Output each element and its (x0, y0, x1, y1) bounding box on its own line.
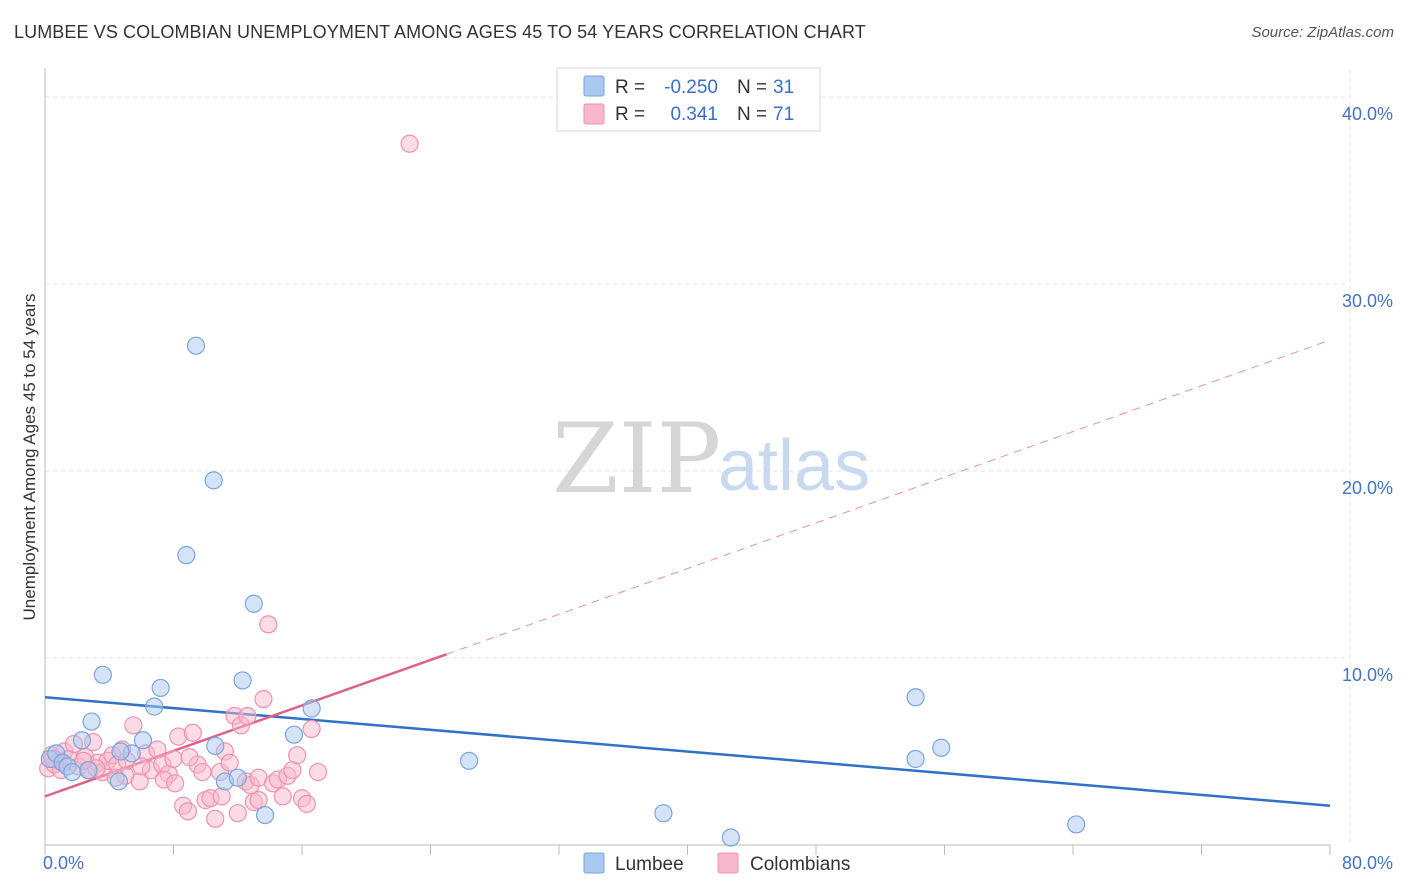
point-lumbee-21 (233, 671, 252, 690)
point-colombians-26 (164, 749, 183, 769)
point-lumbee-8 (93, 665, 112, 684)
legend-lumbee-n-label: N = (737, 77, 767, 98)
point-lumbee-32 (1067, 815, 1086, 834)
y-tick-label-3: 40.0% (1342, 104, 1393, 124)
point-colombians-30 (183, 723, 202, 742)
point-colombians-38 (220, 753, 239, 772)
point-colombians-67 (180, 748, 199, 767)
point-lumbee-29 (906, 688, 925, 707)
point-lumbee-23 (255, 805, 275, 825)
x-tick-label-1: 80.0% (1342, 853, 1393, 873)
point-colombians-40 (228, 804, 247, 823)
point-lumbee-22 (244, 594, 263, 613)
point-lumbee-24 (284, 725, 304, 744)
point-lumbee-10 (111, 742, 130, 761)
point-lumbee-20 (228, 768, 247, 787)
y-tick-label-2: 30.0% (1342, 291, 1393, 311)
legend-lumbee-r-value: -0.250 (664, 77, 718, 98)
point-lumbee-15 (177, 546, 196, 565)
legend-lumbee-swatch (583, 75, 605, 97)
legend-lumbee-n-value: 31 (773, 77, 794, 98)
point-colombians-55 (297, 794, 316, 813)
point-lumbee-12 (133, 731, 153, 750)
chart-title: LUMBEE VS COLOMBIAN UNEMPLOYMENT AMONG A… (14, 22, 866, 42)
watermark-atlas: atlas (718, 426, 870, 506)
watermark-zip: ZIP (552, 403, 721, 515)
point-lumbee-31 (932, 738, 951, 757)
point-lumbee-28 (721, 828, 740, 847)
legend-colombians-r-label: R = (615, 104, 645, 125)
point-colombians-57 (308, 762, 328, 782)
point-colombians-66 (238, 706, 257, 726)
point-colombians-19 (124, 716, 143, 735)
point-lumbee-25 (302, 699, 321, 718)
series-lumbee (40, 336, 1086, 847)
point-lumbee-16 (186, 336, 206, 355)
bottom-legend-colombians-swatch (717, 852, 739, 874)
legend-colombians-n-value: 71 (773, 104, 794, 125)
bottom-legend-lumbee-swatch (583, 852, 605, 874)
point-lumbee-26 (459, 751, 479, 770)
bottom-legend-colombians-label: Colombians (750, 854, 850, 875)
bottom-legend-lumbee-label: Lumbee (615, 854, 684, 875)
point-colombians-29 (178, 802, 198, 821)
point-colombians-46 (254, 690, 273, 709)
point-lumbee-4 (63, 762, 82, 782)
point-lumbee-6 (79, 761, 98, 780)
point-lumbee-17 (204, 471, 223, 490)
series-legend: Lumbee Colombians (583, 852, 850, 875)
point-lumbee-30 (906, 749, 925, 769)
point-lumbee-5 (72, 731, 92, 750)
trend-line-colombians-extension (446, 339, 1331, 655)
point-lumbee-27 (654, 804, 673, 823)
legend-lumbee-r-label: R = (615, 77, 645, 98)
trend-line-lumbee (44, 696, 1331, 807)
grid-lines (45, 70, 1351, 845)
point-colombians-47 (259, 615, 278, 634)
watermark: ZIP atlas (552, 403, 870, 515)
series-colombians (39, 134, 419, 828)
legend-colombians-n-label: N = (737, 104, 767, 125)
legend-colombians-r-value: 0.341 (670, 104, 718, 125)
point-lumbee-14 (151, 678, 170, 698)
data-points (39, 134, 1086, 847)
point-colombians-68 (166, 774, 185, 793)
point-colombians-35 (206, 809, 225, 828)
y-tick-label-0: 10.0% (1342, 665, 1393, 685)
point-lumbee-18 (206, 736, 225, 755)
y-tick-label-1: 20.0% (1342, 478, 1393, 498)
point-colombians-69 (400, 134, 419, 153)
correlation-legend: R = -0.250 N = 31 R = 0.341 N = 71 (556, 67, 821, 132)
point-lumbee-13 (145, 697, 164, 716)
legend-colombians-swatch (583, 103, 605, 125)
point-lumbee-7 (82, 712, 101, 731)
chart-source: Source: ZipAtlas.com (1251, 24, 1394, 41)
point-colombians-56 (302, 719, 321, 739)
point-colombians-70 (249, 791, 268, 810)
y-axis-title: Unemployment Among Ages 45 to 54 years (20, 294, 39, 621)
x-tick-label-0: 0.0% (43, 853, 84, 873)
point-colombians-32 (193, 762, 212, 782)
point-colombians-59 (132, 757, 151, 776)
point-colombians-50 (273, 787, 292, 806)
tick-labels: 10.0% 20.0% 30.0% 40.0% 0.0% 80.0% (43, 104, 1393, 873)
point-lumbee-11 (109, 772, 128, 791)
axes (44, 68, 1331, 855)
point-colombians-65 (212, 787, 231, 806)
point-colombians-53 (288, 746, 307, 765)
